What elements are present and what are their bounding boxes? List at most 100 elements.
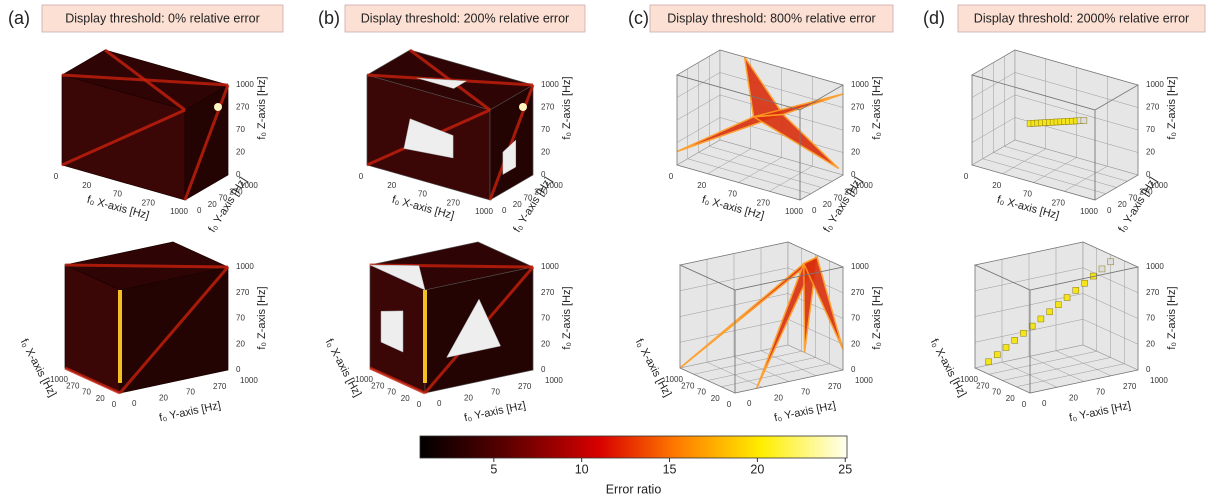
voxel [1037,315,1045,323]
z-tick-label: 70 [541,314,550,323]
colorbar-label: Error ratio [606,482,662,496]
empty-region [446,298,501,358]
z-axis-label: f₀ Z-axis [Hz] [561,286,573,349]
y-tick-label: 20 [159,393,168,402]
z-tick-label: 70 [851,125,860,134]
z-tick-label: 270 [851,288,865,297]
y-tick-label: 20 [513,200,522,209]
z-tick-label: 20 [541,148,550,157]
x-tick-label: 70 [418,190,427,199]
x-tick-label: 70 [1023,190,1032,199]
hot-voxels [64,263,229,269]
z-tick-label: 1000 [851,80,869,89]
z-tick-label: 20 [236,339,245,348]
panel-label: (a) [8,8,30,28]
y-tick-label: 0 [1107,206,1112,215]
z-tick-label: 1000 [236,80,254,89]
z-tick-label: 70 [1146,314,1155,323]
grid-line [676,72,721,98]
colorbar-tick-label: 15 [663,462,677,476]
hot-voxels [118,266,230,394]
y-tick-label: 270 [1123,382,1137,391]
y-tick-label: 1000 [855,376,873,385]
y-axis-label: f₀ Y-axis [Hz] [773,400,837,425]
z-axis-label: f₀ Z-axis [Hz] [1166,286,1178,349]
hot-voxels [369,366,426,395]
y-tick-label: 1000 [855,181,873,190]
x-tick-label: 270 [66,381,80,390]
z-tick-label: 0 [851,170,856,179]
y-axis-label: f₀ Y-axis [Hz] [463,400,527,425]
empty-region [380,310,404,353]
grid-line [676,94,721,121]
plot-3d [971,49,1139,201]
y-tick-label: 20 [1118,200,1127,209]
x-tick-label: 20 [96,394,105,403]
x-tick-label: 1000 [1080,207,1098,216]
grid-line [1064,166,1108,192]
x-tick-label: 270 [142,198,156,207]
x-axis-label: f₀ X-axis [Hz] [323,337,364,399]
y-tick-label: 20 [208,200,217,209]
threshold-text: Display threshold: 2000% relative error [974,11,1189,25]
plot-3d [64,241,230,395]
plot-3d [973,241,1140,394]
y-tick-label: 70 [219,194,228,203]
x-tick-label: 270 [1052,198,1066,207]
x-tick-label: 70 [728,190,737,199]
y-tick-label: 0 [197,206,202,215]
x-tick-label: 70 [387,388,396,397]
plot-3d [678,241,845,394]
z-tick-label: 270 [541,288,555,297]
hot-spot [214,103,222,111]
y-tick-label: 70 [1129,194,1138,203]
grid-line [1014,72,1139,108]
y-tick-label: 1000 [1150,181,1168,190]
z-axis-label: f₀ Z-axis [Hz] [561,76,573,139]
grid-line [1016,363,1125,387]
y-tick-label: 70 [834,194,843,203]
hot-voxels [104,48,186,112]
empty-region [502,139,517,175]
grid-line [971,72,1016,98]
x-tick-label: 270 [976,381,990,390]
y-tick-label: 1000 [1150,376,1168,385]
x-tick-label: 270 [447,198,461,207]
grid-line [971,94,1016,121]
x-tick-label: 20 [82,181,91,190]
y-tick-label: 0 [1042,399,1047,408]
x-tick-label: 1000 [170,207,188,216]
plot-3d [369,241,535,395]
grid-line [769,166,813,192]
threshold-box [344,4,586,33]
voxel [985,358,992,366]
grid-line [679,293,789,317]
voxel [1002,344,1010,351]
panel-label: (b) [318,8,340,28]
threshold-text: Display threshold: 200% relative error [361,11,569,25]
pane-edge [799,84,844,201]
z-tick-label: 270 [236,103,250,112]
x-tick-label: 1000 [475,207,493,216]
panel-label: (d) [923,8,945,28]
y-tick-label: 20 [774,393,783,402]
grid-line [721,363,830,387]
z-tick-label: 20 [541,339,550,348]
z-tick-label: 0 [1146,365,1151,374]
voxel [1028,322,1036,330]
voxel [1081,279,1088,287]
colorbar [419,435,848,459]
y-tick-label: 270 [518,382,532,391]
hot-spot [519,103,527,111]
y-axis-label: f₀ Y-axis [Hz] [158,400,222,425]
x-tick-label: 1000 [785,207,803,216]
z-tick-label: 70 [236,125,245,134]
voxel [1063,294,1071,301]
voxel [1072,287,1080,294]
x-tick-label: 0 [417,400,422,409]
x-tick-label: 1000 [355,375,373,384]
x-tick-label: 270 [757,198,771,207]
voxel [1046,308,1053,316]
hot-voxels [488,84,535,201]
grid-line [993,152,1117,188]
